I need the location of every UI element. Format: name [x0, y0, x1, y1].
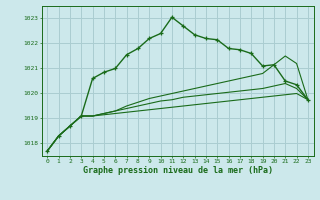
- X-axis label: Graphe pression niveau de la mer (hPa): Graphe pression niveau de la mer (hPa): [83, 166, 273, 175]
